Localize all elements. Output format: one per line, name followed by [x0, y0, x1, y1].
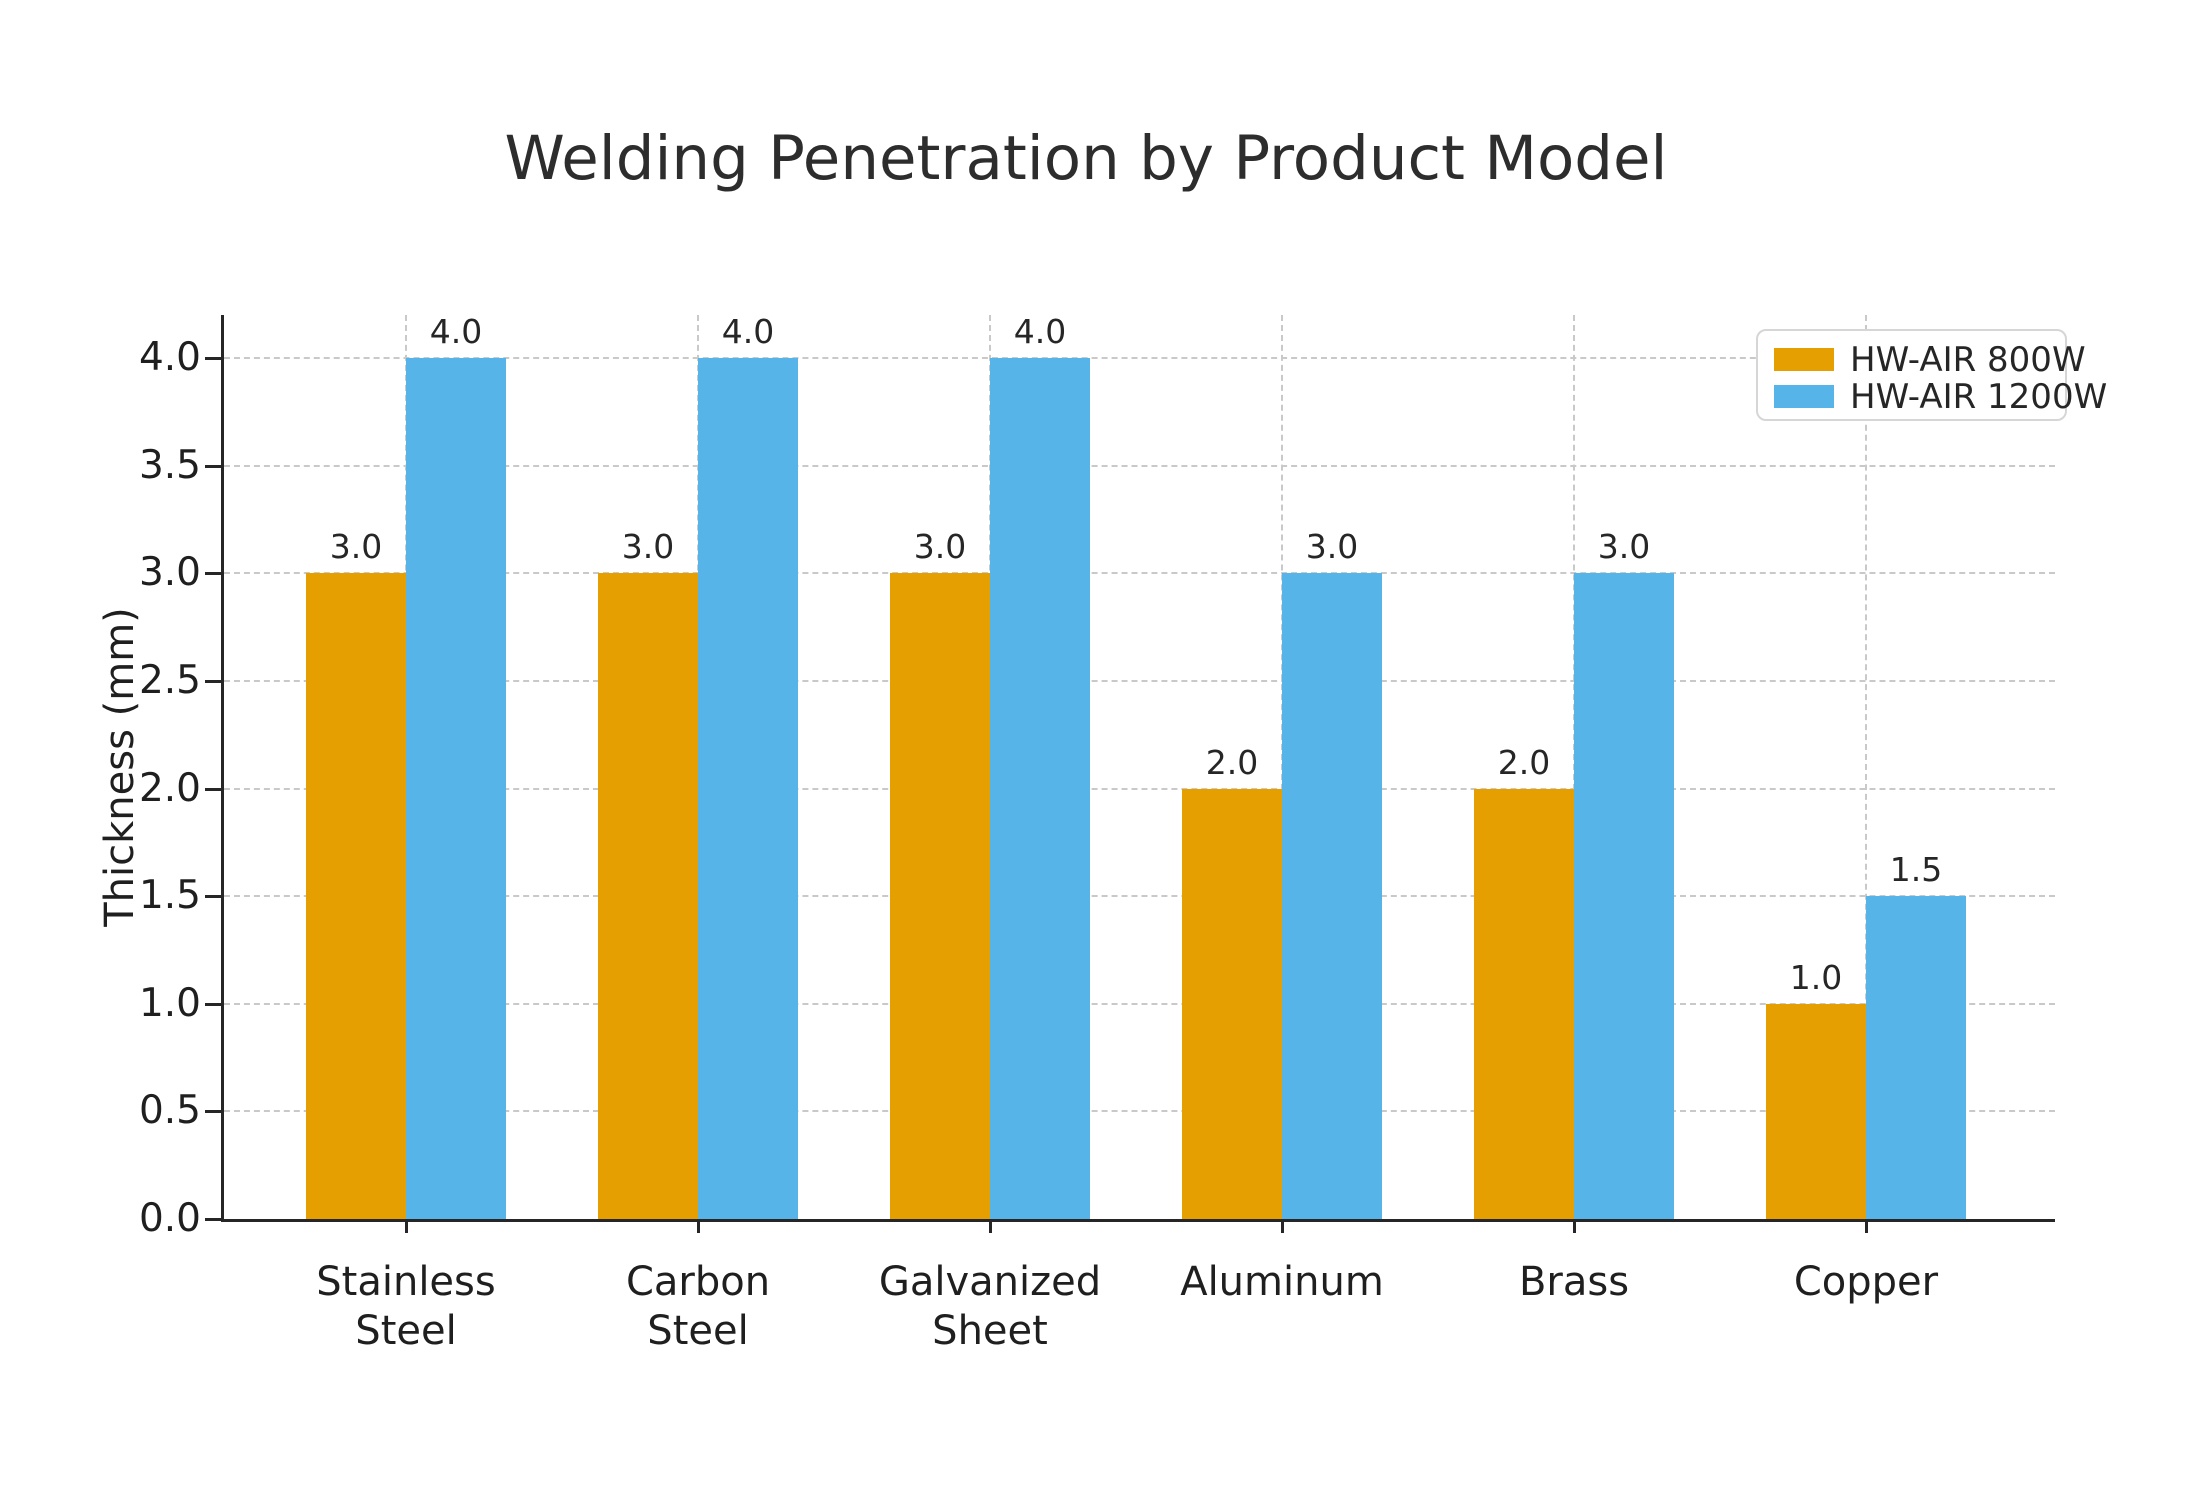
- y-tick-mark: [205, 357, 221, 361]
- v-gridline: [1865, 315, 1867, 1219]
- bar-hw-air-1200w-galvanized-sheet: [990, 358, 1090, 1219]
- y-tick-mark: [205, 895, 221, 899]
- bar-value-label: 2.0: [1497, 743, 1551, 782]
- h-gridline: [224, 895, 2055, 898]
- category-label-aluminum: Aluminum: [1180, 1259, 1384, 1305]
- y-tick-label: 3.5: [138, 442, 201, 488]
- legend-label: HW-AIR 800W: [1850, 339, 2086, 380]
- category-label-brass: Brass: [1518, 1259, 1630, 1305]
- x-tick-mark: [1573, 1219, 1576, 1233]
- bar-hw-air-1200w-carbon-steel: [698, 358, 798, 1219]
- y-tick-mark: [205, 572, 221, 576]
- bar-hw-air-800w-carbon-steel: [598, 573, 698, 1219]
- bar-hw-air-1200w-aluminum: [1282, 573, 1382, 1219]
- y-tick-mark: [205, 1002, 221, 1006]
- bar-value-label: 3.0: [913, 527, 967, 566]
- legend-swatch-icon: [1774, 348, 1834, 371]
- y-tick-mark: [205, 1218, 221, 1221]
- legend-item-hw-air-1200w: HW-AIR 1200W: [1774, 377, 2107, 417]
- y-tick-mark: [205, 464, 221, 468]
- bar-hw-air-800w-stainless-steel: [306, 573, 406, 1219]
- legend-label: HW-AIR 1200W: [1850, 376, 2108, 417]
- legend-item-hw-air-800w: HW-AIR 800W: [1774, 340, 2086, 380]
- h-gridline: [224, 1002, 2055, 1005]
- bar-hw-air-800w-galvanized-sheet: [890, 573, 990, 1219]
- x-tick-mark: [697, 1219, 700, 1233]
- bar-value-label: 4.0: [429, 312, 483, 351]
- x-tick-mark: [989, 1219, 992, 1233]
- bar-value-label: 3.0: [1305, 527, 1359, 566]
- y-tick-label: 0.5: [138, 1088, 201, 1134]
- category-label-galvanized-sheet: Galvanized Sheet: [878, 1259, 1102, 1354]
- y-tick-label: 2.0: [138, 765, 201, 811]
- y-tick-mark: [205, 1110, 221, 1114]
- y-tick-label: 0.0: [138, 1196, 201, 1241]
- bar-hw-air-800w-copper: [1766, 1004, 1866, 1219]
- bar-value-label: 3.0: [329, 527, 383, 566]
- bar-value-label: 3.0: [621, 527, 675, 566]
- x-tick-mark: [1281, 1219, 1284, 1233]
- legend-swatch-icon: [1774, 385, 1834, 408]
- bar-value-label: 4.0: [1013, 312, 1067, 351]
- y-tick-mark: [205, 679, 221, 683]
- h-gridline: [224, 787, 2055, 790]
- category-label-carbon-steel: Carbon Steel: [625, 1259, 771, 1354]
- category-label-stainless-steel: Stainless Steel: [316, 1259, 496, 1354]
- h-gridline: [224, 572, 2055, 575]
- legend: HW-AIR 800W HW-AIR 1200W: [1756, 329, 2107, 421]
- y-tick-label: 1.5: [138, 873, 201, 919]
- y-tick-label: 4.0: [138, 335, 201, 381]
- bar-hw-air-1200w-stainless-steel: [406, 358, 506, 1219]
- h-gridline: [224, 1110, 2055, 1113]
- bar-value-label: 1.0: [1789, 958, 1843, 997]
- y-tick-label: 3.0: [138, 550, 201, 596]
- y-tick-mark: [205, 787, 221, 791]
- bar-hw-air-800w-brass: [1474, 789, 1574, 1219]
- bar-value-label: 1.5: [1889, 850, 1943, 889]
- h-gridline: [224, 679, 2055, 682]
- y-tick-label: 1.0: [138, 980, 201, 1026]
- bar-value-label: 2.0: [1205, 743, 1259, 782]
- x-tick-mark: [405, 1219, 408, 1233]
- h-gridline: [224, 357, 2055, 360]
- category-label-copper: Copper: [1793, 1259, 1939, 1305]
- bar-hw-air-1200w-copper: [1866, 896, 1966, 1219]
- y-tick-label: 2.5: [138, 657, 201, 703]
- bar-hw-air-1200w-brass: [1574, 573, 1674, 1219]
- bar-hw-air-800w-aluminum: [1182, 789, 1282, 1219]
- h-gridline: [224, 464, 2055, 467]
- chart-title: Welding Penetration by Product Model: [504, 123, 1668, 194]
- bar-value-label: 4.0: [721, 312, 775, 351]
- plot-area: 0.0 0.5 1.0 1.5 2.0 2.5 3.0 3.5 4.0 Stainless Ste…: [139, 312, 2055, 1354]
- bar-value-label: 3.0: [1597, 527, 1651, 566]
- x-tick-mark: [1865, 1219, 1868, 1233]
